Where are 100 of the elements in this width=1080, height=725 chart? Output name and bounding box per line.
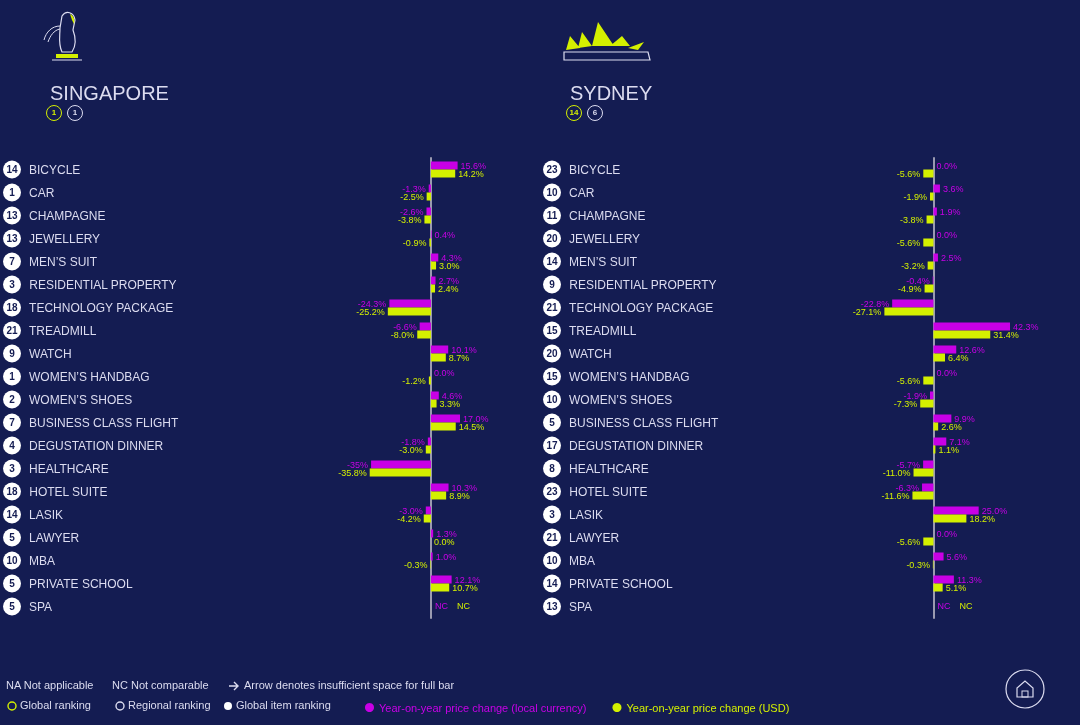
data-label: 10.3%: [451, 482, 478, 493]
bar: [892, 299, 934, 308]
bar: [933, 184, 940, 193]
bar: [389, 299, 431, 308]
bar: [933, 506, 979, 515]
bar: [933, 437, 947, 446]
y-tick-label: DEGUSTATION DINNER: [29, 438, 164, 453]
data-label: -6.6%: [393, 321, 417, 332]
bar: [430, 575, 452, 584]
data-label: -3.0%: [399, 505, 423, 516]
bar: [430, 253, 439, 262]
bar: [430, 169, 456, 178]
text: NC: [434, 601, 448, 611]
data-label: -11.0%: [882, 467, 911, 478]
data-label: 14.5%: [458, 421, 485, 432]
bar: [424, 215, 431, 224]
y-tick-label: HOTEL SUITE: [29, 484, 108, 499]
y-tick-label: LAWYER: [29, 530, 80, 545]
text: 9: [9, 348, 16, 359]
text: 18: [6, 486, 18, 497]
text: 1: [9, 187, 16, 198]
data-label: -25.2%: [356, 306, 385, 317]
text: 5: [9, 532, 16, 543]
text: NC Not comparable: [112, 679, 209, 691]
text: Regional ranking: [128, 699, 211, 711]
bar: [430, 391, 439, 400]
y-tick-label: PRIVATE SCHOOL: [29, 576, 133, 591]
text: Arrow denotes insufficient space for full bar: [244, 679, 455, 691]
text: 7: [9, 256, 16, 267]
text: 10: [6, 555, 18, 566]
bar: [933, 253, 938, 262]
y-tick-label: RESIDENTIAL PROPERTY: [569, 277, 717, 292]
bar: [425, 506, 431, 515]
bar: [933, 422, 939, 431]
y-tick-label: PRIVATE SCHOOL: [569, 576, 673, 591]
text: 23: [546, 164, 558, 175]
data-label: 12.1%: [454, 574, 481, 585]
bar: [924, 284, 934, 293]
data-label: 2.6%: [941, 421, 962, 432]
text: SYDNEY: [570, 82, 653, 104]
legend-label: Year-on-year price change (USD): [626, 701, 790, 714]
y-tick-label: SPA: [569, 599, 593, 614]
data-label: -22.8%: [860, 298, 890, 309]
data-label: 0.0%: [433, 536, 455, 547]
y-tick-label: TECHNOLOGY PACKAGE: [569, 300, 714, 315]
data-label: -5.6%: [896, 375, 921, 386]
text: NC: [456, 601, 470, 611]
y-tick-label: WOMEN’S HANDBAG: [28, 369, 150, 384]
y-tick-label: CHAMPAGNE: [29, 208, 106, 223]
text: NC: [937, 601, 951, 611]
text: Global ranking: [20, 699, 91, 711]
data-label: 3.3%: [439, 398, 461, 409]
data-label: -35.8%: [338, 467, 367, 478]
bar: [430, 491, 447, 500]
text: 17: [546, 440, 558, 451]
y-tick-label: WATCH: [569, 346, 612, 361]
data-label: 0.0%: [936, 528, 957, 539]
bar: [884, 307, 934, 316]
data-label: -2.6%: [399, 206, 424, 217]
data-label: 5.6%: [946, 551, 968, 562]
text: 11: [546, 210, 558, 221]
data-label: 0.0%: [433, 367, 455, 378]
bar: [419, 322, 431, 331]
data-label: 1.3%: [436, 528, 457, 539]
data-label: 4.3%: [441, 252, 462, 263]
data-label: -1.2%: [402, 375, 426, 386]
bar: [912, 491, 934, 500]
data-label: 3.6%: [942, 183, 964, 194]
y-tick-label: LASIK: [28, 507, 64, 522]
bar: [426, 192, 431, 201]
y-tick-label: CAR: [569, 185, 595, 200]
text: Global item ranking: [236, 699, 331, 711]
data-label: 6.4%: [948, 352, 969, 363]
data-label: 8.9%: [449, 490, 470, 501]
data-label: 8.7%: [448, 352, 470, 363]
text: 18: [6, 302, 18, 313]
data-label: 0.0%: [936, 160, 957, 171]
y-tick-label: WOMEN’S SHOES: [29, 392, 133, 407]
y-tick-label: BUSINESS CLASS FLIGHT: [569, 415, 720, 430]
y-tick-label: CHAMPAGNE: [569, 208, 646, 223]
bar: [933, 322, 1010, 331]
data-label: 1.9%: [939, 206, 961, 217]
data-label: -3.2%: [901, 260, 925, 271]
data-label: 7.1%: [949, 436, 970, 447]
bar: [426, 207, 431, 216]
bar: [430, 353, 446, 362]
bar: [920, 399, 934, 408]
text: 14: [6, 509, 18, 520]
bar: [417, 330, 431, 339]
text: 14: [6, 164, 18, 175]
text: 20: [546, 348, 558, 359]
data-label: 2.7%: [438, 275, 460, 286]
y-tick-label: LAWYER: [569, 530, 620, 545]
text: 9: [549, 279, 556, 290]
bar: [913, 468, 934, 477]
y-tick-label: BUSINESS CLASS FLIGHT: [29, 415, 180, 430]
y-tick-label: HEALTHCARE: [569, 461, 649, 476]
bar: [425, 445, 431, 454]
bar: [430, 284, 436, 293]
y-tick-label: TREADMILL: [568, 323, 637, 338]
